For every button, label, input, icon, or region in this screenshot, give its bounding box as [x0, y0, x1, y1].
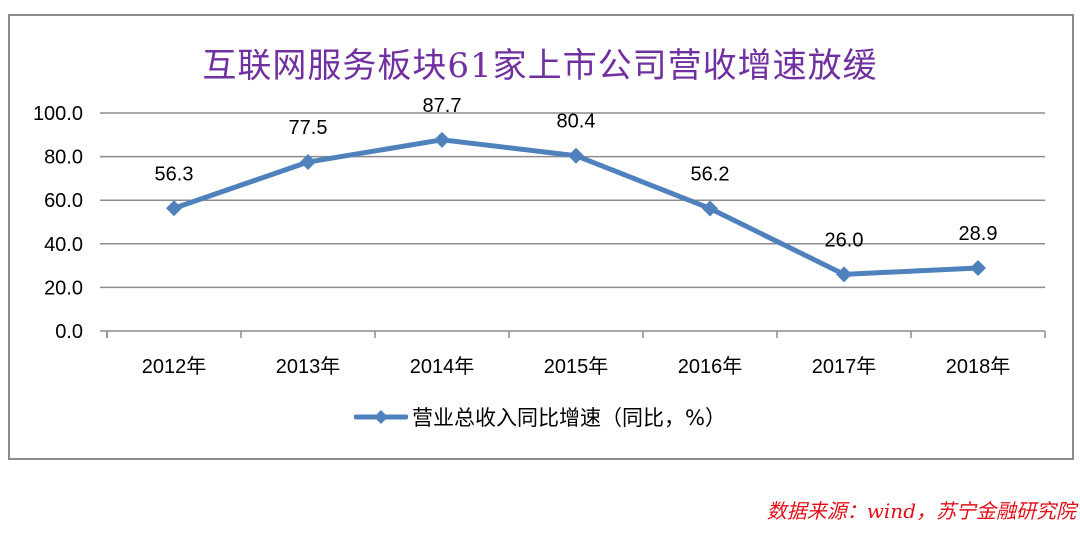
chart-title: 互联网服务板块61家上市公司营收增速放缓 — [202, 46, 878, 86]
data-labels: 56.3 77.5 87.7 80.4 56.2 26.0 28.9 — [155, 95, 998, 252]
y-tick-label: 60.0 — [44, 190, 83, 212]
legend: 营业总收入同比增速（同比，%） — [0, 402, 1080, 432]
diamond-marker-icon — [970, 259, 986, 276]
data-label: 56.3 — [155, 163, 194, 185]
diamond-marker-icon — [434, 131, 450, 148]
y-axis: 0.0 20.0 40.0 60.0 80.0 100.0 — [33, 103, 83, 343]
y-tick-label: 80.0 — [44, 147, 83, 169]
y-tick-label: 0.0 — [55, 321, 83, 343]
diamond-marker-icon — [568, 147, 584, 164]
diamond-marker-icon — [836, 266, 852, 283]
diamond-marker-icon — [300, 154, 316, 171]
x-tick-label: 2016年 — [678, 355, 743, 378]
x-tick-label: 2017年 — [812, 355, 877, 378]
gridlines — [100, 112, 1045, 332]
data-label: 56.2 — [691, 163, 730, 185]
x-tick-label: 2015年 — [544, 355, 609, 378]
legend-line-diamond-icon — [354, 410, 409, 424]
x-axis: 2012年 2013年 2014年 2015年 2016年 2017年 2018年 — [106, 331, 1046, 378]
x-tick-label: 2014年 — [410, 355, 475, 378]
x-tick-label: 2012年 — [142, 355, 207, 378]
x-tick-label: 2013年 — [276, 355, 341, 378]
source-note: 数据来源：wind，苏宁金融研究院 — [766, 499, 1076, 523]
legend-label: 营业总收入同比增速（同比，%） — [412, 406, 726, 430]
data-label: 80.4 — [557, 111, 596, 133]
y-tick-label: 100.0 — [33, 103, 83, 125]
data-label: 28.9 — [959, 223, 998, 245]
y-tick-label: 20.0 — [44, 277, 83, 299]
data-label: 87.7 — [423, 95, 462, 117]
diamond-marker-icon — [166, 200, 182, 217]
data-label: 77.5 — [289, 117, 328, 139]
diamond-marker-icon — [702, 200, 718, 217]
chart-frame — [8, 14, 1074, 460]
data-label: 26.0 — [825, 229, 864, 251]
x-tick-label: 2018年 — [946, 355, 1011, 378]
series-line — [166, 131, 986, 283]
y-tick-label: 40.0 — [44, 234, 83, 256]
